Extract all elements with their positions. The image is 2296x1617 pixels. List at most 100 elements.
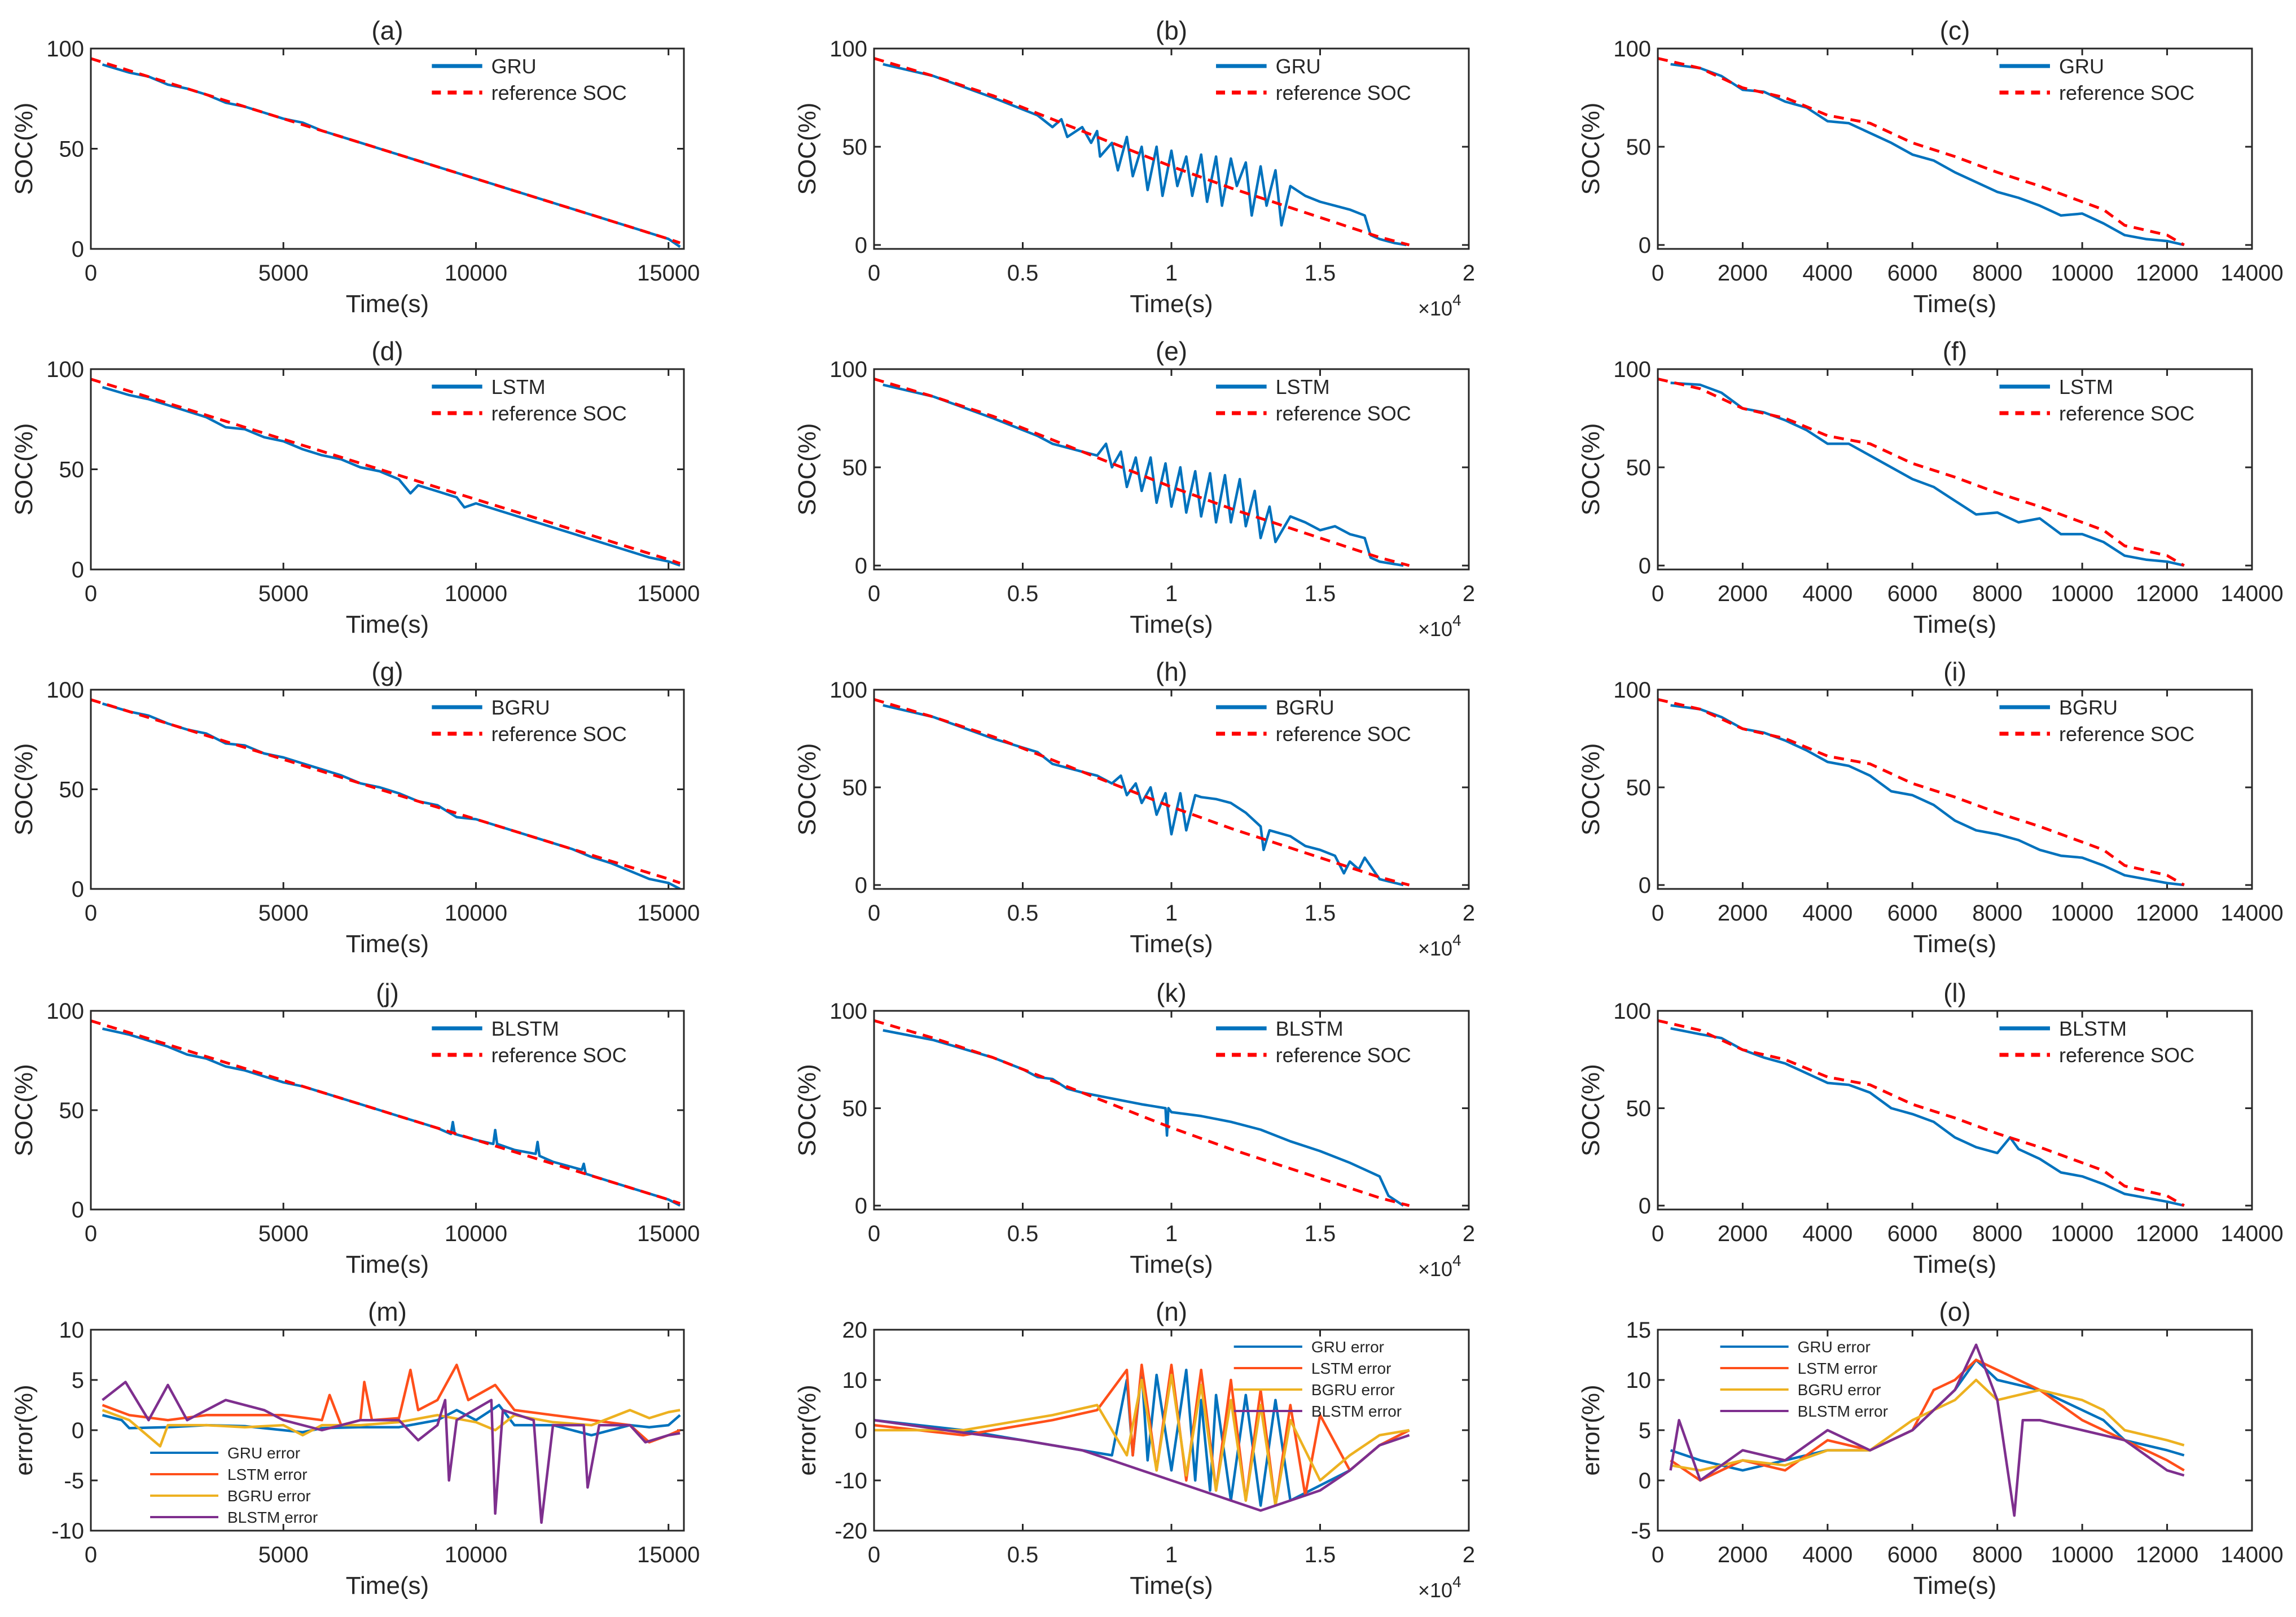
series-group	[874, 1364, 1410, 1512]
subplot-title: (b)	[1156, 16, 1187, 45]
subplot-n: 0 0.5 1 1.5 2 -20 -10 0 10 20 GRU error LSTM error B…	[793, 1297, 1475, 1602]
y-tick-label: 100	[46, 37, 84, 62]
y-tick-label: 50	[1626, 455, 1652, 480]
x-tick-label: 14000	[2220, 1542, 2283, 1567]
y-tick-label: -20	[835, 1519, 867, 1544]
x-exponent-power: 4	[1452, 1252, 1461, 1269]
series-line-bgru	[1670, 704, 2184, 887]
series-line-reference-soc	[874, 57, 1410, 247]
legend-label: reference SOC	[1276, 1044, 1411, 1067]
x-tick-label: 4000	[1802, 581, 1852, 606]
axes-box	[1657, 1010, 2253, 1211]
plot-area	[1658, 690, 2252, 889]
y-tick-label: 50	[1626, 1097, 1652, 1121]
series-group	[102, 1364, 681, 1524]
x-tick-label: 4000	[1802, 1542, 1852, 1567]
subplot-title: (c)	[1940, 16, 1970, 45]
y-axis-label: SOC(%)	[10, 423, 38, 516]
y-tick-label: 100	[829, 999, 867, 1024]
x-tick-label: 5000	[258, 581, 309, 606]
legend-label: GRU	[2059, 55, 2104, 78]
legend: BGRU reference SOC	[432, 696, 627, 746]
y-tick-label: 100	[46, 999, 84, 1024]
legend-label: reference SOC	[491, 722, 627, 746]
x-tick-label: 12000	[2136, 581, 2198, 606]
x-tick-label: 6000	[1887, 261, 1938, 286]
y-tick-label: 0	[1639, 873, 1651, 898]
legend-label: reference SOC	[1276, 722, 1411, 746]
y-tick-label: 100	[829, 357, 867, 382]
x-tick-label: 1.5	[1305, 901, 1336, 926]
series-line-reference-soc	[91, 378, 681, 565]
subplot-title: (e)	[1156, 336, 1187, 366]
x-tick-label: 14000	[2220, 261, 2283, 286]
x-tick-label: 0	[85, 581, 97, 606]
subplot-title: (l)	[1943, 978, 1966, 1007]
x-axis-label: Time(s)	[1130, 1572, 1213, 1600]
axes-box	[90, 689, 685, 890]
x-axis-label: Time(s)	[1913, 1572, 1996, 1600]
series-group	[1658, 377, 2185, 567]
x-axis-label: Time(s)	[346, 1572, 429, 1600]
series-group	[1658, 1019, 2185, 1207]
y-tick-label: 10	[1626, 1368, 1652, 1393]
x-tick-label: 8000	[1972, 1221, 2022, 1246]
x-exponent-power: 4	[1452, 1573, 1461, 1590]
y-axis-label: error(%)	[793, 1384, 821, 1475]
y-tick-label: 100	[1613, 999, 1651, 1024]
y-tick-label: 100	[1613, 678, 1651, 703]
y-tick-label: 5	[72, 1368, 84, 1393]
x-axis-label: Time(s)	[1913, 611, 1996, 638]
x-tick-label: 2000	[1718, 581, 1768, 606]
legend-label: BGRU error	[1798, 1381, 1881, 1399]
legend-label: reference SOC	[1276, 81, 1411, 104]
subplot-title: (i)	[1943, 657, 1966, 686]
y-tick-label: 0	[72, 877, 84, 902]
y-axis-label: SOC(%)	[793, 743, 821, 836]
x-tick-label: 15000	[637, 261, 700, 286]
legend-label: GRU	[1276, 55, 1321, 78]
series-line-blstm	[1670, 1027, 2185, 1207]
x-exponent-power: 4	[1452, 612, 1461, 629]
x-tick-label: 0.5	[1007, 1542, 1039, 1567]
x-tick-label: 1.5	[1305, 1221, 1336, 1246]
x-exponent-power: 4	[1452, 931, 1461, 949]
y-tick-label: 100	[829, 37, 867, 62]
axes-box	[90, 1010, 685, 1211]
x-tick-label: 0	[85, 1221, 97, 1246]
legend: GRU error LSTM error BGRU error BLSTM error	[1233, 1338, 1402, 1420]
x-tick-label: 0	[1652, 901, 1664, 926]
x-axis-label: Time(s)	[346, 611, 429, 638]
x-tick-label: 12000	[2136, 1221, 2198, 1246]
x-tick-label: 0.5	[1007, 261, 1039, 286]
series-line-blstm-error	[102, 1381, 681, 1524]
y-tick-label: 0	[1639, 554, 1651, 579]
x-tick-label: 12000	[2136, 261, 2198, 286]
series-line-reference-soc	[1658, 377, 2185, 567]
legend-label: reference SOC	[2059, 1044, 2194, 1067]
x-exponent-label: ×104	[1418, 612, 1461, 641]
y-tick-label: 50	[842, 775, 868, 800]
legend-label: reference SOC	[2059, 722, 2194, 746]
series-group	[91, 698, 681, 889]
y-tick-label: 10	[842, 1368, 868, 1393]
legend: GRU error LSTM error BGRU error BLSTM error	[150, 1444, 318, 1526]
legend-label: GRU error	[1798, 1338, 1871, 1356]
y-tick-label: 0	[855, 233, 867, 258]
y-tick-label: 100	[829, 678, 867, 703]
y-axis-label: SOC(%)	[793, 103, 821, 195]
plot-area	[1658, 369, 2252, 569]
series-line-bgru-error	[102, 1409, 681, 1448]
subplot-j: 0 5000 10000 15000 0 50 100 BLSTM reference SOC (…	[10, 978, 700, 1278]
x-tick-label: 0	[85, 1542, 97, 1567]
x-tick-label: 0.5	[1007, 581, 1039, 606]
x-tick-label: 1.5	[1305, 261, 1336, 286]
subplot-o: 0 2000 4000 6000 8000 10000 12000 14000-5051015…	[1577, 1297, 2284, 1600]
y-axis-label: SOC(%)	[1577, 423, 1605, 516]
x-exponent-power: 4	[1452, 291, 1461, 309]
series-group	[874, 1019, 1410, 1207]
y-tick-label: 100	[1613, 357, 1651, 382]
x-exponent-label: ×104	[1418, 931, 1461, 960]
y-tick-label: 50	[59, 137, 85, 162]
y-tick-label: 50	[842, 455, 868, 480]
